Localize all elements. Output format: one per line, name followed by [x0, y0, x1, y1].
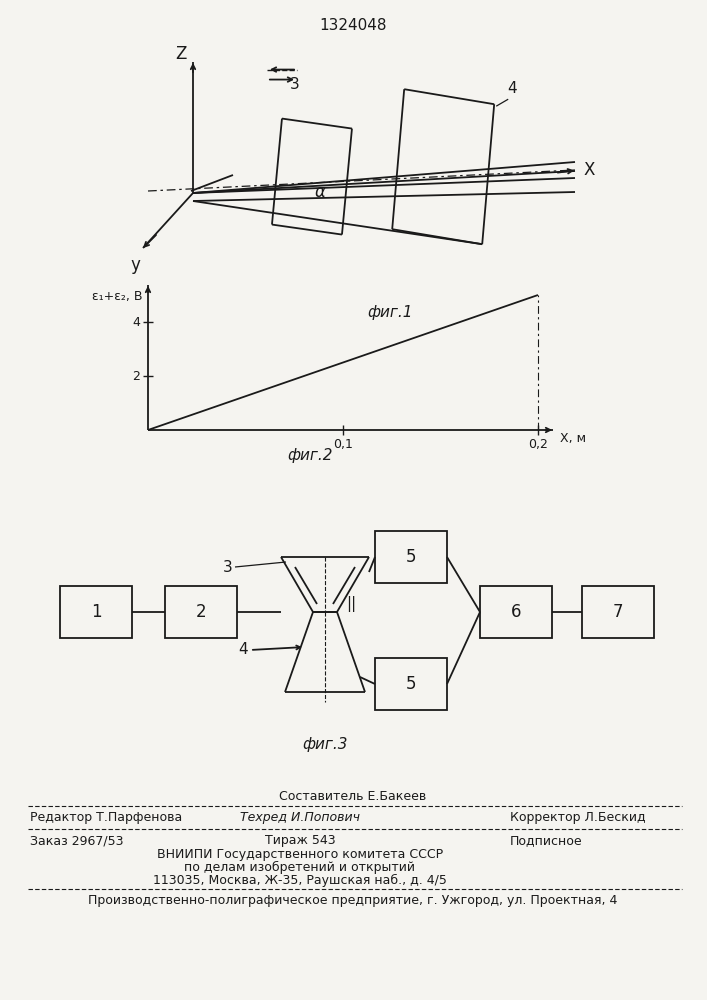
Text: 0,1: 0,1 — [333, 438, 353, 451]
Bar — [375, 658, 447, 710]
Text: 113035, Москва, Ж-35, Раушская наб., д. 4/5: 113035, Москва, Ж-35, Раушская наб., д. … — [153, 874, 447, 887]
Text: 2: 2 — [196, 603, 206, 621]
Bar — [165, 586, 237, 638]
Text: Составитель Е.Бакеев: Составитель Е.Бакеев — [279, 790, 426, 803]
Text: 7: 7 — [613, 603, 624, 621]
Text: 2: 2 — [132, 369, 140, 382]
Text: 4: 4 — [238, 643, 248, 658]
Text: 0,2: 0,2 — [528, 438, 548, 451]
Text: по делам изобретений и открытий: по делам изобретений и открытий — [185, 861, 416, 874]
Bar — [582, 586, 654, 638]
Text: y: y — [130, 256, 140, 274]
Text: 3: 3 — [223, 560, 233, 574]
Bar — [480, 586, 552, 638]
Text: Тираж 543: Тираж 543 — [264, 834, 335, 847]
Text: 1: 1 — [90, 603, 101, 621]
Bar — [60, 586, 132, 638]
Text: 3: 3 — [290, 77, 300, 92]
Text: фиг.3: фиг.3 — [303, 737, 348, 752]
Text: 4: 4 — [508, 81, 517, 96]
Text: 6: 6 — [510, 603, 521, 621]
Text: Производственно-полиграфическое предприятие, г. Ужгород, ул. Проектная, 4: Производственно-полиграфическое предприя… — [88, 894, 618, 907]
Text: Корректор Л.Бескид: Корректор Л.Бескид — [510, 811, 645, 824]
Text: ВНИИПИ Государственного комитета СССР: ВНИИПИ Государственного комитета СССР — [157, 848, 443, 861]
Text: Заказ 2967/53: Заказ 2967/53 — [30, 834, 124, 847]
Bar — [375, 531, 447, 583]
Text: ||: || — [346, 596, 356, 612]
Text: Техред И.Попович: Техред И.Попович — [240, 811, 360, 824]
Text: X: X — [583, 161, 595, 179]
Text: α: α — [315, 183, 325, 201]
Text: 4: 4 — [132, 316, 140, 328]
Text: 5: 5 — [406, 675, 416, 693]
Text: Редактор Т.Парфенова: Редактор Т.Парфенова — [30, 811, 182, 824]
Text: Подписное: Подписное — [510, 834, 583, 847]
Text: Z: Z — [175, 45, 187, 63]
Text: 1324048: 1324048 — [320, 18, 387, 33]
Text: X, м: X, м — [560, 432, 586, 445]
Text: фиг.1: фиг.1 — [367, 305, 413, 320]
Text: фиг.2: фиг.2 — [287, 448, 333, 463]
Text: ε₁+ε₂, В: ε₁+ε₂, В — [93, 290, 143, 303]
Text: 5: 5 — [406, 548, 416, 566]
